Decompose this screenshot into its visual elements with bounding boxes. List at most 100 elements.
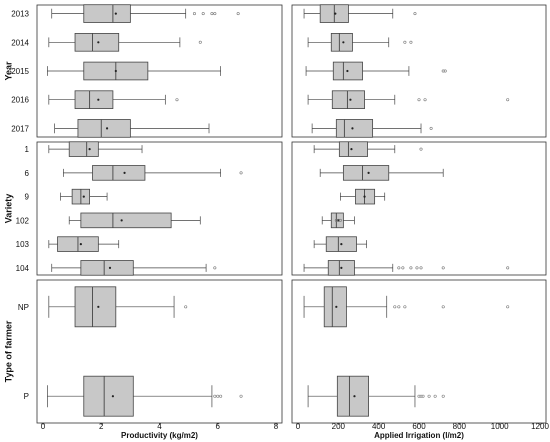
mean-marker <box>350 148 353 151</box>
outlier-point <box>393 305 397 309</box>
category-label: 2017 <box>11 124 29 133</box>
x-tick-label: 1200 <box>531 422 549 431</box>
outlier-point <box>429 126 433 130</box>
outlier-point <box>213 266 217 270</box>
outlier-point <box>397 305 401 309</box>
x-tick-label: 1000 <box>491 422 509 431</box>
box-iqr <box>83 375 134 417</box>
x-tick-label: 0 <box>296 422 301 431</box>
outlier-point <box>506 266 510 270</box>
outlier-point <box>239 394 243 398</box>
outlier-point <box>427 394 431 398</box>
outlier-point <box>421 394 425 398</box>
box-iqr <box>83 4 131 23</box>
panel-type-of-farmer-productivity <box>36 279 283 424</box>
mean-marker <box>353 395 356 398</box>
outlier-point <box>506 305 510 309</box>
outlier-point <box>417 394 421 398</box>
panel-year-irrigation <box>291 4 547 138</box>
outlier-point <box>403 305 407 309</box>
mean-marker <box>105 127 109 130</box>
outlier-point <box>441 305 445 309</box>
mean-marker <box>123 171 126 174</box>
category-label: 103 <box>16 240 30 249</box>
mean-marker <box>97 41 100 44</box>
mean-marker <box>340 266 343 269</box>
mean-marker <box>351 127 354 130</box>
group-label-1: Variety <box>3 194 13 224</box>
category-label: 9 <box>25 193 30 202</box>
outlier-point <box>192 12 196 16</box>
box-iqr <box>74 33 120 52</box>
outlier-point <box>219 394 223 398</box>
mean-marker <box>363 195 366 198</box>
outlier-point <box>441 266 445 270</box>
panel-variety-productivity <box>36 141 283 276</box>
x-axis-label-productivity: Productivity (kg/m2) <box>121 431 198 440</box>
box-iqr <box>80 212 172 229</box>
outlier-point <box>201 12 205 16</box>
box-iqr <box>335 119 374 138</box>
outlier-point <box>184 305 188 309</box>
x-tick-label: 2 <box>99 422 104 431</box>
mean-marker <box>97 98 100 101</box>
outlier-point <box>409 40 413 44</box>
outlier-point <box>441 394 445 398</box>
outlier-point <box>397 266 401 270</box>
outlier-point <box>236 12 240 16</box>
outlier-point <box>338 218 342 222</box>
mean-marker <box>82 195 85 198</box>
box-iqr <box>74 90 114 109</box>
box-iqr <box>80 260 134 276</box>
category-label: P <box>24 392 29 401</box>
outlier-point <box>175 98 179 102</box>
category-label: 2014 <box>11 38 29 47</box>
outlier-point <box>213 394 217 398</box>
mean-marker <box>334 12 337 15</box>
outlier-point <box>403 40 407 44</box>
outlier-point <box>213 12 217 16</box>
category-label: 104 <box>16 264 30 273</box>
category-label: 2016 <box>11 96 29 105</box>
outlier-point <box>336 218 340 222</box>
outlier-point <box>334 218 338 222</box>
outlier-point <box>443 69 447 73</box>
box-iqr <box>68 141 99 157</box>
mean-marker <box>120 219 123 222</box>
category-label: NP <box>18 303 29 312</box>
category-label: 2015 <box>11 67 29 76</box>
mean-marker <box>114 12 117 15</box>
mean-marker <box>346 69 349 73</box>
mean-marker <box>367 171 370 174</box>
outlier-point <box>401 266 405 270</box>
mean-marker <box>111 395 114 398</box>
mean-marker <box>97 305 100 308</box>
mean-marker <box>335 305 338 308</box>
x-tick-label: 600 <box>412 422 426 431</box>
outlier-point <box>216 394 220 398</box>
x-tick-label: 4 <box>157 422 162 431</box>
outlier-point <box>419 266 423 270</box>
outlier-point <box>413 12 417 16</box>
outlier-point <box>409 266 413 270</box>
outlier-point <box>419 147 423 151</box>
outlier-point <box>433 394 437 398</box>
outlier-point <box>210 12 214 16</box>
mean-marker <box>349 98 352 101</box>
mean-marker <box>79 243 82 246</box>
outlier-point <box>419 394 423 398</box>
box-iqr <box>74 286 117 328</box>
box-iqr <box>336 375 369 417</box>
x-axis-label-irrigation: Applied Irrigation (l/m2) <box>374 431 464 440</box>
x-tick-label: 6 <box>216 422 221 431</box>
x-tick-label: 400 <box>372 422 386 431</box>
mean-marker <box>340 243 343 246</box>
mean-marker <box>337 219 340 222</box>
mean-marker <box>108 266 112 269</box>
x-tick-label: 8 <box>274 422 279 431</box>
box-iqr <box>338 141 368 157</box>
mean-marker <box>88 148 91 151</box>
mean-marker <box>114 69 117 73</box>
outlier-point <box>506 98 510 102</box>
